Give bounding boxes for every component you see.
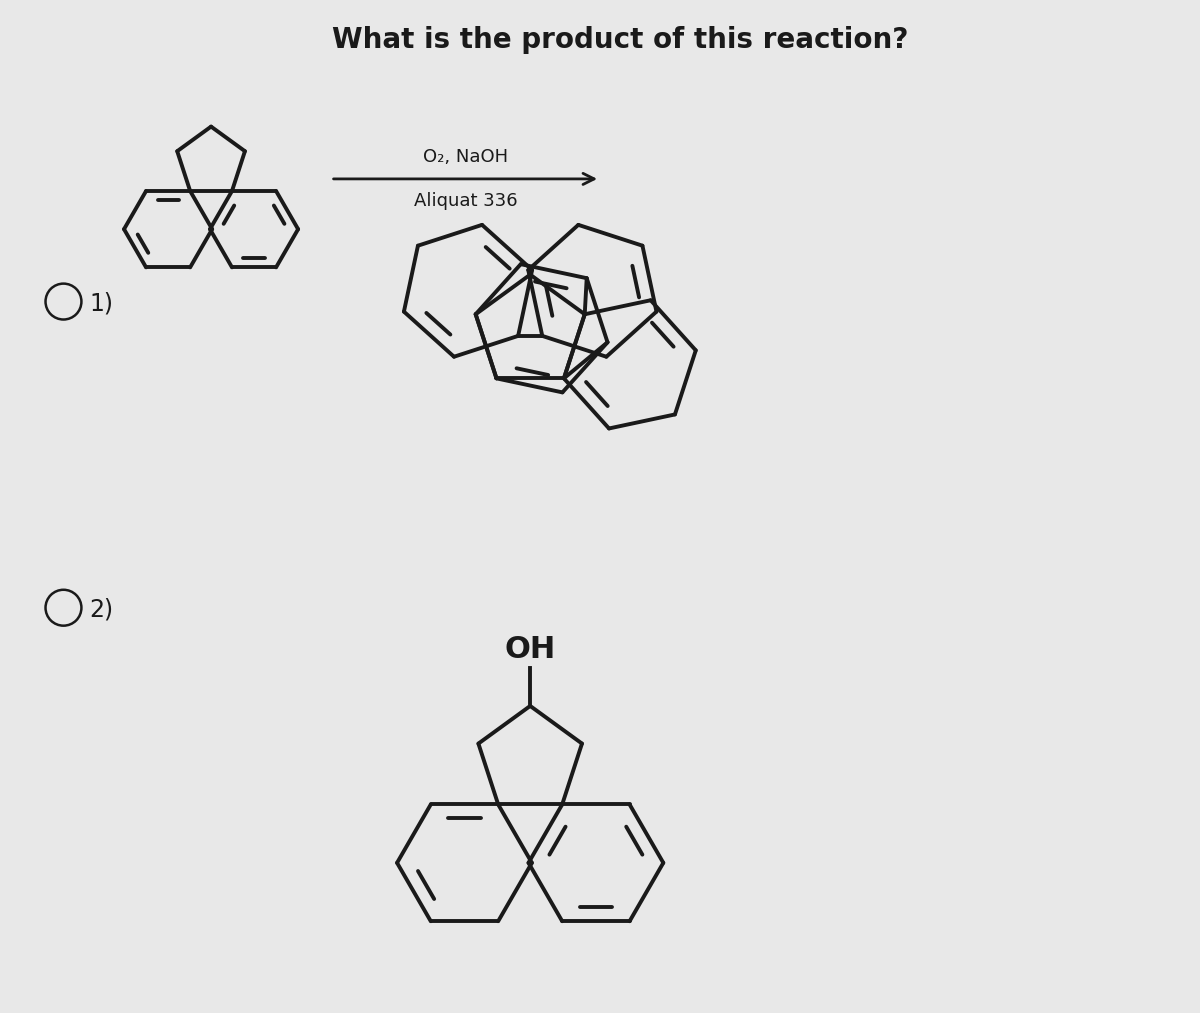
Text: What is the product of this reaction?: What is the product of this reaction?: [331, 26, 908, 55]
Text: OH: OH: [504, 635, 556, 665]
Text: 1): 1): [90, 292, 114, 316]
Text: 2): 2): [90, 598, 114, 622]
Text: Aliquat 336: Aliquat 336: [414, 191, 517, 210]
Text: O₂, NaOH: O₂, NaOH: [422, 148, 508, 166]
